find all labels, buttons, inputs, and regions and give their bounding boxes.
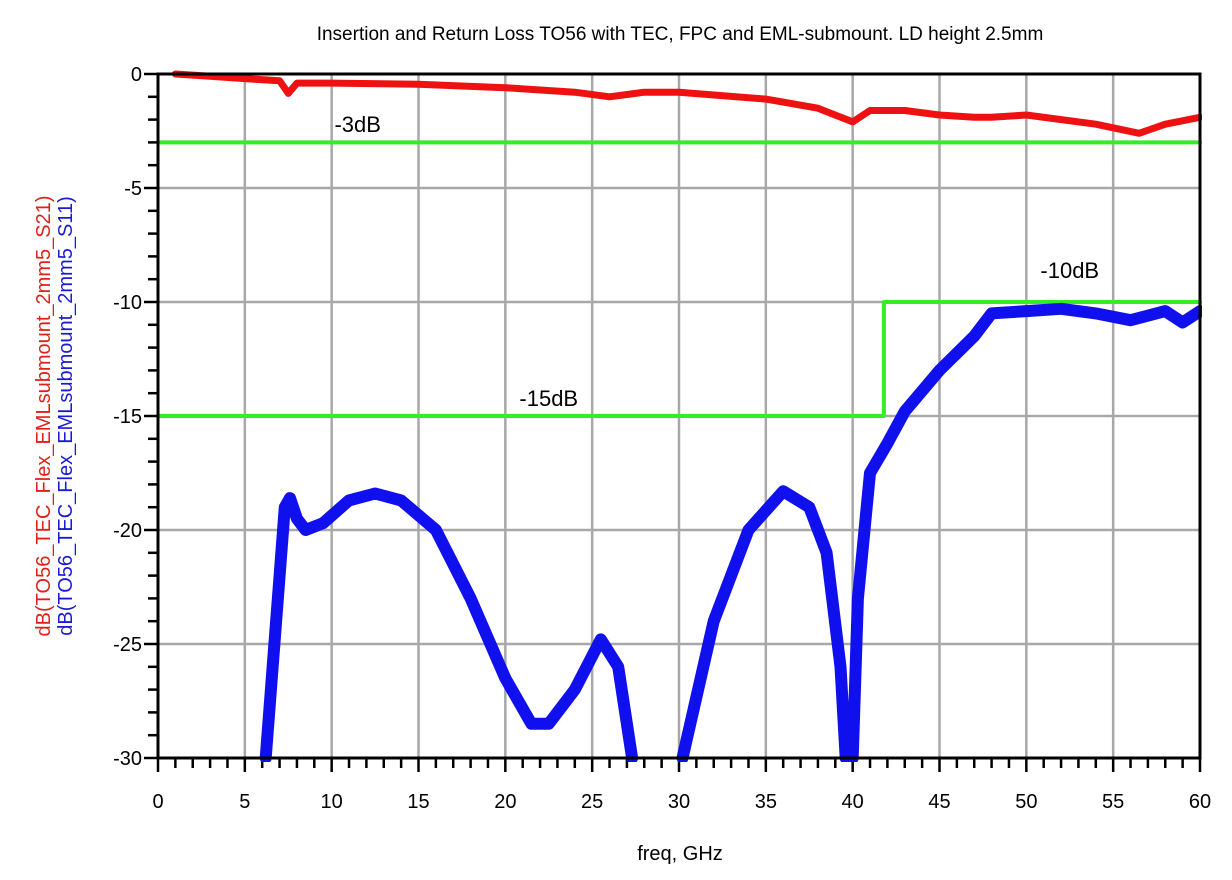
series-line-s11 (676, 302, 1202, 762)
series-line-s11 (259, 487, 639, 762)
x-tick-label: 40 (842, 791, 864, 813)
chart-title: Insertion and Return Loss TO56 with TEC,… (317, 24, 1044, 45)
x-axis-label: freq, GHz (637, 843, 723, 865)
y-tick-label: -5 (124, 178, 142, 200)
series-line-s21 (171, 70, 1202, 137)
y-tick-label: -10 (113, 292, 142, 314)
y-tick-label: 0 (131, 64, 142, 86)
annotations: -3dB -15dB -10dB (334, 112, 1099, 411)
annotation-label: -15dB (519, 386, 578, 411)
plot-frame (156, 72, 1202, 760)
y-axis-label-s11: dB(TO56_TEC_Flex_EMLsubmount_2mm5_S11) (55, 196, 77, 635)
series-layer (158, 70, 1202, 762)
x-tick-label: 50 (1015, 791, 1037, 813)
y-tick-label: -25 (113, 634, 142, 656)
x-tick-label: 5 (239, 791, 250, 813)
mask-line-return-loss (158, 300, 1202, 418)
x-tick-label: 30 (668, 791, 690, 813)
x-tick-label: 0 (152, 791, 163, 813)
x-tick-label: 45 (928, 791, 950, 813)
y-axis-label-s21: dB(TO56_TEC_Flex_EMLsubmount_2mm5_S21) (33, 196, 55, 637)
y-tick-label: -15 (113, 406, 142, 428)
x-tick-label: 15 (407, 791, 429, 813)
x-tick-label: 60 (1189, 791, 1211, 813)
annotation-label: -10dB (1040, 258, 1099, 283)
x-tick-label: 35 (755, 791, 777, 813)
y-tick-label: -30 (113, 748, 142, 770)
x-tick-label: 10 (321, 791, 343, 813)
x-tick-label: 25 (581, 791, 603, 813)
y-tick-label: -20 (113, 520, 142, 542)
x-tick-label: 20 (494, 791, 516, 813)
annotation-label: -3dB (334, 112, 380, 137)
ticks: 0 5 10 15 20 25 30 35 40 45 50 55 60 0 -5 -10 -15 -20 -25 -… (113, 64, 1211, 813)
x-tick-label: 55 (1102, 791, 1124, 813)
